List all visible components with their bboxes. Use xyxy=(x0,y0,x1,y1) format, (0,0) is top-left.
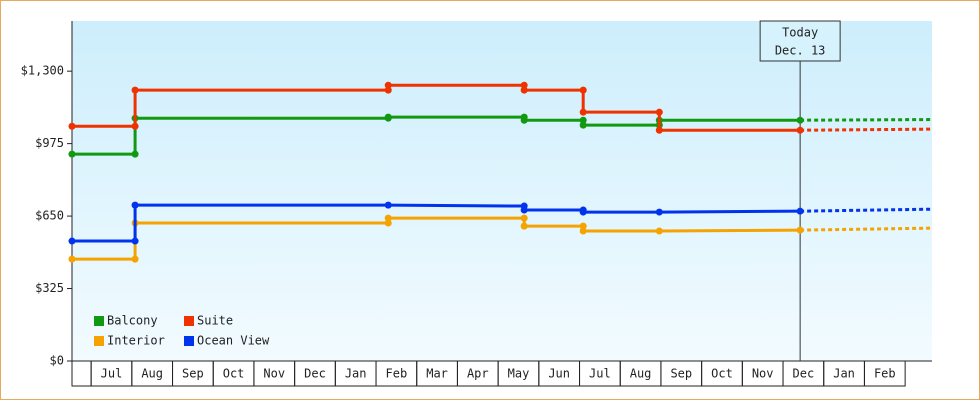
x-tick-label: Aug xyxy=(141,367,163,381)
y-tick-label: $650 xyxy=(35,209,64,223)
legend-swatch xyxy=(184,316,194,326)
x-tick-label: Jan xyxy=(833,367,855,381)
forecast-line xyxy=(800,118,933,122)
x-tick-label: Jan xyxy=(345,367,367,381)
x-tick-label: Nov xyxy=(263,367,285,381)
point xyxy=(579,208,587,216)
point xyxy=(796,226,804,234)
legend-swatch xyxy=(94,336,104,346)
point xyxy=(579,116,587,124)
point xyxy=(131,201,139,209)
point xyxy=(384,201,392,209)
point xyxy=(68,255,76,263)
point xyxy=(384,81,392,89)
point xyxy=(384,86,392,94)
legend-label: Interior xyxy=(107,334,165,348)
x-tick-label: Apr xyxy=(467,367,489,381)
x-tick-label: Jun xyxy=(548,367,570,381)
x-tick-label: Dec xyxy=(793,367,815,381)
today-box xyxy=(759,20,841,62)
today-label: Today xyxy=(782,26,818,40)
point xyxy=(520,116,528,124)
legend-swatch xyxy=(94,316,104,326)
point xyxy=(520,214,528,222)
point xyxy=(655,108,663,116)
x-tick-label: Jul xyxy=(589,367,611,381)
point xyxy=(131,150,139,158)
x-tick-label: May xyxy=(508,367,530,381)
x-tick-label: Oct xyxy=(223,367,245,381)
forecast-line xyxy=(800,207,933,213)
x-tick-label: Aug xyxy=(630,367,652,381)
point xyxy=(68,150,76,158)
point xyxy=(68,122,76,130)
today-label: Dec. 13 xyxy=(775,44,826,58)
x-tick-label: Sep xyxy=(670,367,692,381)
y-tick-label: $1,300 xyxy=(21,64,64,78)
y-tick-label: $325 xyxy=(35,281,64,295)
point xyxy=(520,206,528,214)
point xyxy=(384,214,392,222)
x-tick-label: Mar xyxy=(426,367,448,381)
legend-swatch xyxy=(184,336,194,346)
point xyxy=(131,86,139,94)
point xyxy=(520,81,528,89)
x-tick-label: Jul xyxy=(101,367,123,381)
point xyxy=(655,126,663,134)
point xyxy=(579,227,587,235)
point xyxy=(131,237,139,245)
forecast-line xyxy=(800,226,933,232)
legend-label: Ocean View xyxy=(197,334,270,348)
point xyxy=(655,208,663,216)
point xyxy=(579,121,587,129)
x-tick-label: Nov xyxy=(752,367,774,381)
x-tick-label: Dec xyxy=(304,367,326,381)
point xyxy=(796,126,804,134)
y-tick-label: $0 xyxy=(50,354,64,368)
point xyxy=(131,122,139,130)
point xyxy=(520,222,528,230)
x-axis-cell xyxy=(71,360,92,387)
point xyxy=(131,255,139,263)
x-tick-label: Oct xyxy=(711,367,733,381)
x-tick-cell xyxy=(863,360,906,387)
point xyxy=(68,237,76,245)
point xyxy=(579,222,587,230)
x-tick-label: Feb xyxy=(874,367,896,381)
point xyxy=(796,207,804,215)
legend-label: Balcony xyxy=(107,314,158,328)
point xyxy=(579,86,587,94)
point xyxy=(796,116,804,124)
forecast-line xyxy=(800,127,933,132)
point xyxy=(579,108,587,116)
point xyxy=(520,86,528,94)
point xyxy=(655,227,663,235)
x-tick-label: Feb xyxy=(386,367,408,381)
x-tick-label: Sep xyxy=(182,367,204,381)
y-tick-label: $975 xyxy=(35,136,64,150)
legend-label: Suite xyxy=(197,314,233,328)
plot-background xyxy=(72,21,932,361)
point xyxy=(384,113,392,121)
point xyxy=(384,219,392,227)
